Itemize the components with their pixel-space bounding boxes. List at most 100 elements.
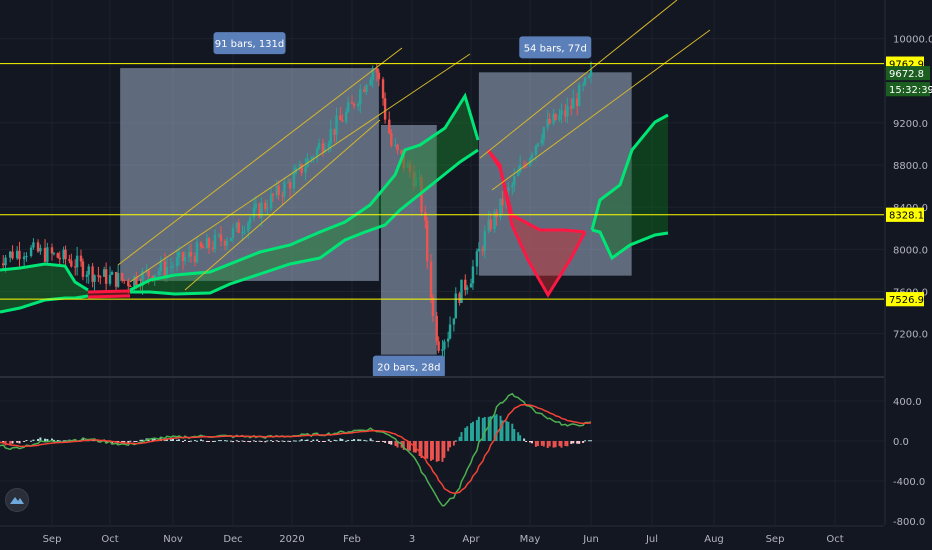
candle-body — [406, 163, 410, 168]
cloud-main-upper-line — [129, 92, 480, 292]
candle-body — [68, 259, 71, 261]
time-axis-tick: 2020 — [279, 534, 304, 545]
macd-histogram-bar — [281, 440, 284, 442]
candle-body — [576, 98, 579, 106]
candle-body — [394, 144, 397, 146]
macd-histogram-bar — [46, 439, 49, 441]
macd-histogram-bar — [153, 438, 156, 441]
macd-histogram-bar — [62, 440, 65, 442]
macd-histogram-bar — [546, 441, 549, 448]
macd-histogram-bar — [394, 441, 397, 446]
macd-histogram-bar — [208, 441, 210, 442]
macd-histogram-bar — [430, 441, 433, 461]
macd-histogram-bar — [426, 441, 429, 459]
candle-body — [441, 349, 444, 351]
candle-body — [402, 154, 405, 168]
macd-histogram-bar — [483, 416, 486, 441]
macd-histogram-bar — [318, 441, 321, 442]
candle-body — [570, 106, 573, 109]
candle-body — [465, 287, 469, 290]
candle-body — [159, 261, 163, 272]
macd-histogram-bar — [292, 440, 295, 442]
macd-histogram-bar — [200, 439, 202, 441]
candle-body — [513, 176, 516, 185]
macd-histogram-bar — [536, 441, 539, 447]
candle-body — [437, 341, 440, 351]
candle-body — [108, 274, 112, 284]
macd-histogram-bar — [220, 440, 222, 442]
candle-body — [377, 72, 381, 80]
cloud-red-main-fill — [488, 150, 585, 295]
macd-histogram-bar — [25, 439, 28, 441]
macd-pane — [0, 392, 592, 507]
candle-body — [81, 261, 85, 277]
macd-axis-tick: 400.0 — [893, 397, 922, 408]
macd-histogram-bar — [316, 439, 319, 441]
macd-histogram-bar — [16, 441, 19, 443]
macd-histogram-bar — [443, 441, 446, 458]
candle-body — [344, 111, 348, 122]
candle-body — [229, 237, 233, 241]
candle-body — [352, 103, 356, 107]
candle-body — [199, 242, 203, 248]
macd-histogram-bar — [475, 420, 478, 441]
candle-body — [225, 240, 229, 246]
macd-histogram-bar — [418, 441, 421, 456]
candle-body — [62, 249, 65, 260]
macd-histogram-bar — [190, 440, 192, 442]
macd-histogram-bar — [540, 441, 543, 446]
macd-histogram-bar — [287, 440, 290, 442]
cloud-early-fill — [0, 264, 88, 312]
candle-body — [414, 177, 418, 187]
candle-body — [36, 242, 40, 252]
macd-histogram-bar — [254, 441, 257, 442]
macd-histogram-bar — [81, 438, 84, 441]
candle-body — [241, 232, 244, 234]
candle-body — [431, 297, 435, 317]
current-price-tag-front — [886, 66, 930, 81]
candle-body — [32, 242, 35, 248]
macd-histogram-bar — [511, 423, 514, 441]
macd-histogram-bar — [470, 423, 472, 441]
time-axis-tick: May — [520, 534, 541, 545]
price-level-label-front: 7526.9 — [889, 295, 924, 306]
range-annotation-label: 54 bars, 77d — [524, 43, 587, 54]
macd-histogram-bar — [382, 441, 385, 442]
candle-body — [18, 250, 21, 260]
price-level-label-front: 8328.1 — [889, 211, 924, 222]
macd-histogram-bar — [424, 441, 427, 459]
candle-body — [277, 185, 280, 195]
macd-histogram-bar — [396, 441, 399, 448]
price-axis-tick: 8800.0 — [893, 161, 928, 172]
macd-histogram-bar — [243, 441, 246, 442]
macd-histogram-bar — [408, 441, 411, 451]
cloud-red-main-upper-line — [486, 149, 586, 234]
macd-axis-tick: 0.0 — [893, 437, 909, 448]
candle-body — [493, 212, 496, 230]
macd-histogram-bar — [523, 438, 526, 441]
macd-histogram-bar — [554, 441, 557, 448]
macd-histogram-bar — [560, 441, 563, 448]
time-axis-tick: Jul — [645, 534, 658, 545]
candle-body — [260, 202, 263, 218]
candle-body — [114, 272, 118, 287]
candle-body — [341, 120, 344, 122]
macd-histogram-bar — [552, 441, 555, 448]
macd-histogram-bar — [548, 441, 551, 447]
candle-body — [103, 269, 106, 277]
candle-body — [25, 255, 28, 257]
macd-histogram-bar — [525, 441, 528, 442]
candle-body — [530, 154, 534, 159]
candle-body — [522, 164, 526, 166]
candle-body — [583, 77, 587, 85]
macd-histogram-bar — [230, 440, 232, 442]
candle-body — [546, 119, 549, 128]
macd-histogram-bar — [375, 441, 378, 442]
tradingview-logo-icon[interactable] — [5, 488, 29, 512]
price-axis-tick: 8000.0 — [893, 245, 928, 256]
candle-body — [365, 85, 368, 92]
time-axis-tick: 3 — [409, 534, 415, 545]
macd-histogram-bar — [123, 441, 126, 443]
candle-body — [157, 271, 160, 275]
